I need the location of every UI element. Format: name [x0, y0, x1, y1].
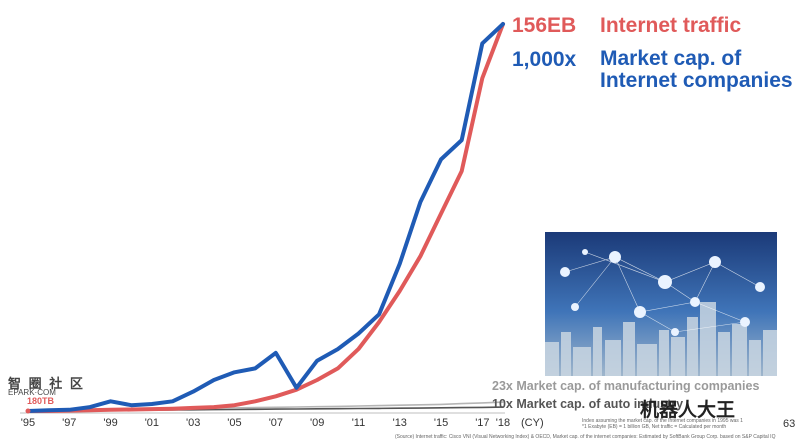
series-line-internet-traffic [26, 22, 505, 413]
auto-industry-label: 10x Market cap. of auto industry [492, 397, 684, 411]
source-note: (Source) Internet traffic: Cisco VNI (Vi… [395, 434, 776, 440]
x-tick-label: '03 [186, 417, 201, 429]
x-tick-label: '17 [475, 417, 490, 429]
index-note: Index assuming the market cap. of the In… [582, 418, 743, 424]
series-line-market-cap-of-internet-companies [26, 22, 505, 413]
network-city-illustration [545, 232, 777, 376]
x-tick-label: '05 [227, 417, 242, 429]
watermark-left: 智 圈 社 区 [8, 376, 85, 391]
x-tick-label: '07 [268, 417, 284, 429]
traffic-start-value: 180TB [27, 396, 55, 406]
x-tick-label: '99 [103, 417, 118, 429]
network-city-photo [545, 232, 777, 376]
manufacturing-label: 23x Market cap. of manufacturing compani… [492, 379, 760, 393]
traffic-series-name: Internet traffic [600, 14, 742, 37]
traffic-end-value: 156EB [512, 14, 577, 37]
x-tick-label: '18 [495, 417, 511, 429]
x-tick-label: '15 [433, 417, 449, 429]
x-tick-label: '95 [20, 417, 36, 429]
x-tick-label: '13 [392, 417, 407, 429]
exabyte-note: *1 Exabyte (EB) = 1 billion GB, Net traf… [582, 424, 727, 430]
x-tick-label: '97 [62, 417, 77, 429]
x-axis-unit: (CY) [521, 417, 544, 429]
watermark-left-sub: EPARK·COM [8, 388, 56, 397]
market-cap-end-value: 1,000x [512, 48, 577, 71]
page-number: 63 [783, 418, 796, 430]
market-cap-series-name: Market cap. of Internet companies [600, 47, 793, 92]
x-tick-label: '09 [310, 417, 325, 429]
x-tick-label: '11 [351, 417, 366, 429]
watermark-right: 机器人大王 [640, 400, 736, 421]
traffic-start-point [25, 408, 31, 414]
x-tick-label: '01 [144, 417, 160, 429]
